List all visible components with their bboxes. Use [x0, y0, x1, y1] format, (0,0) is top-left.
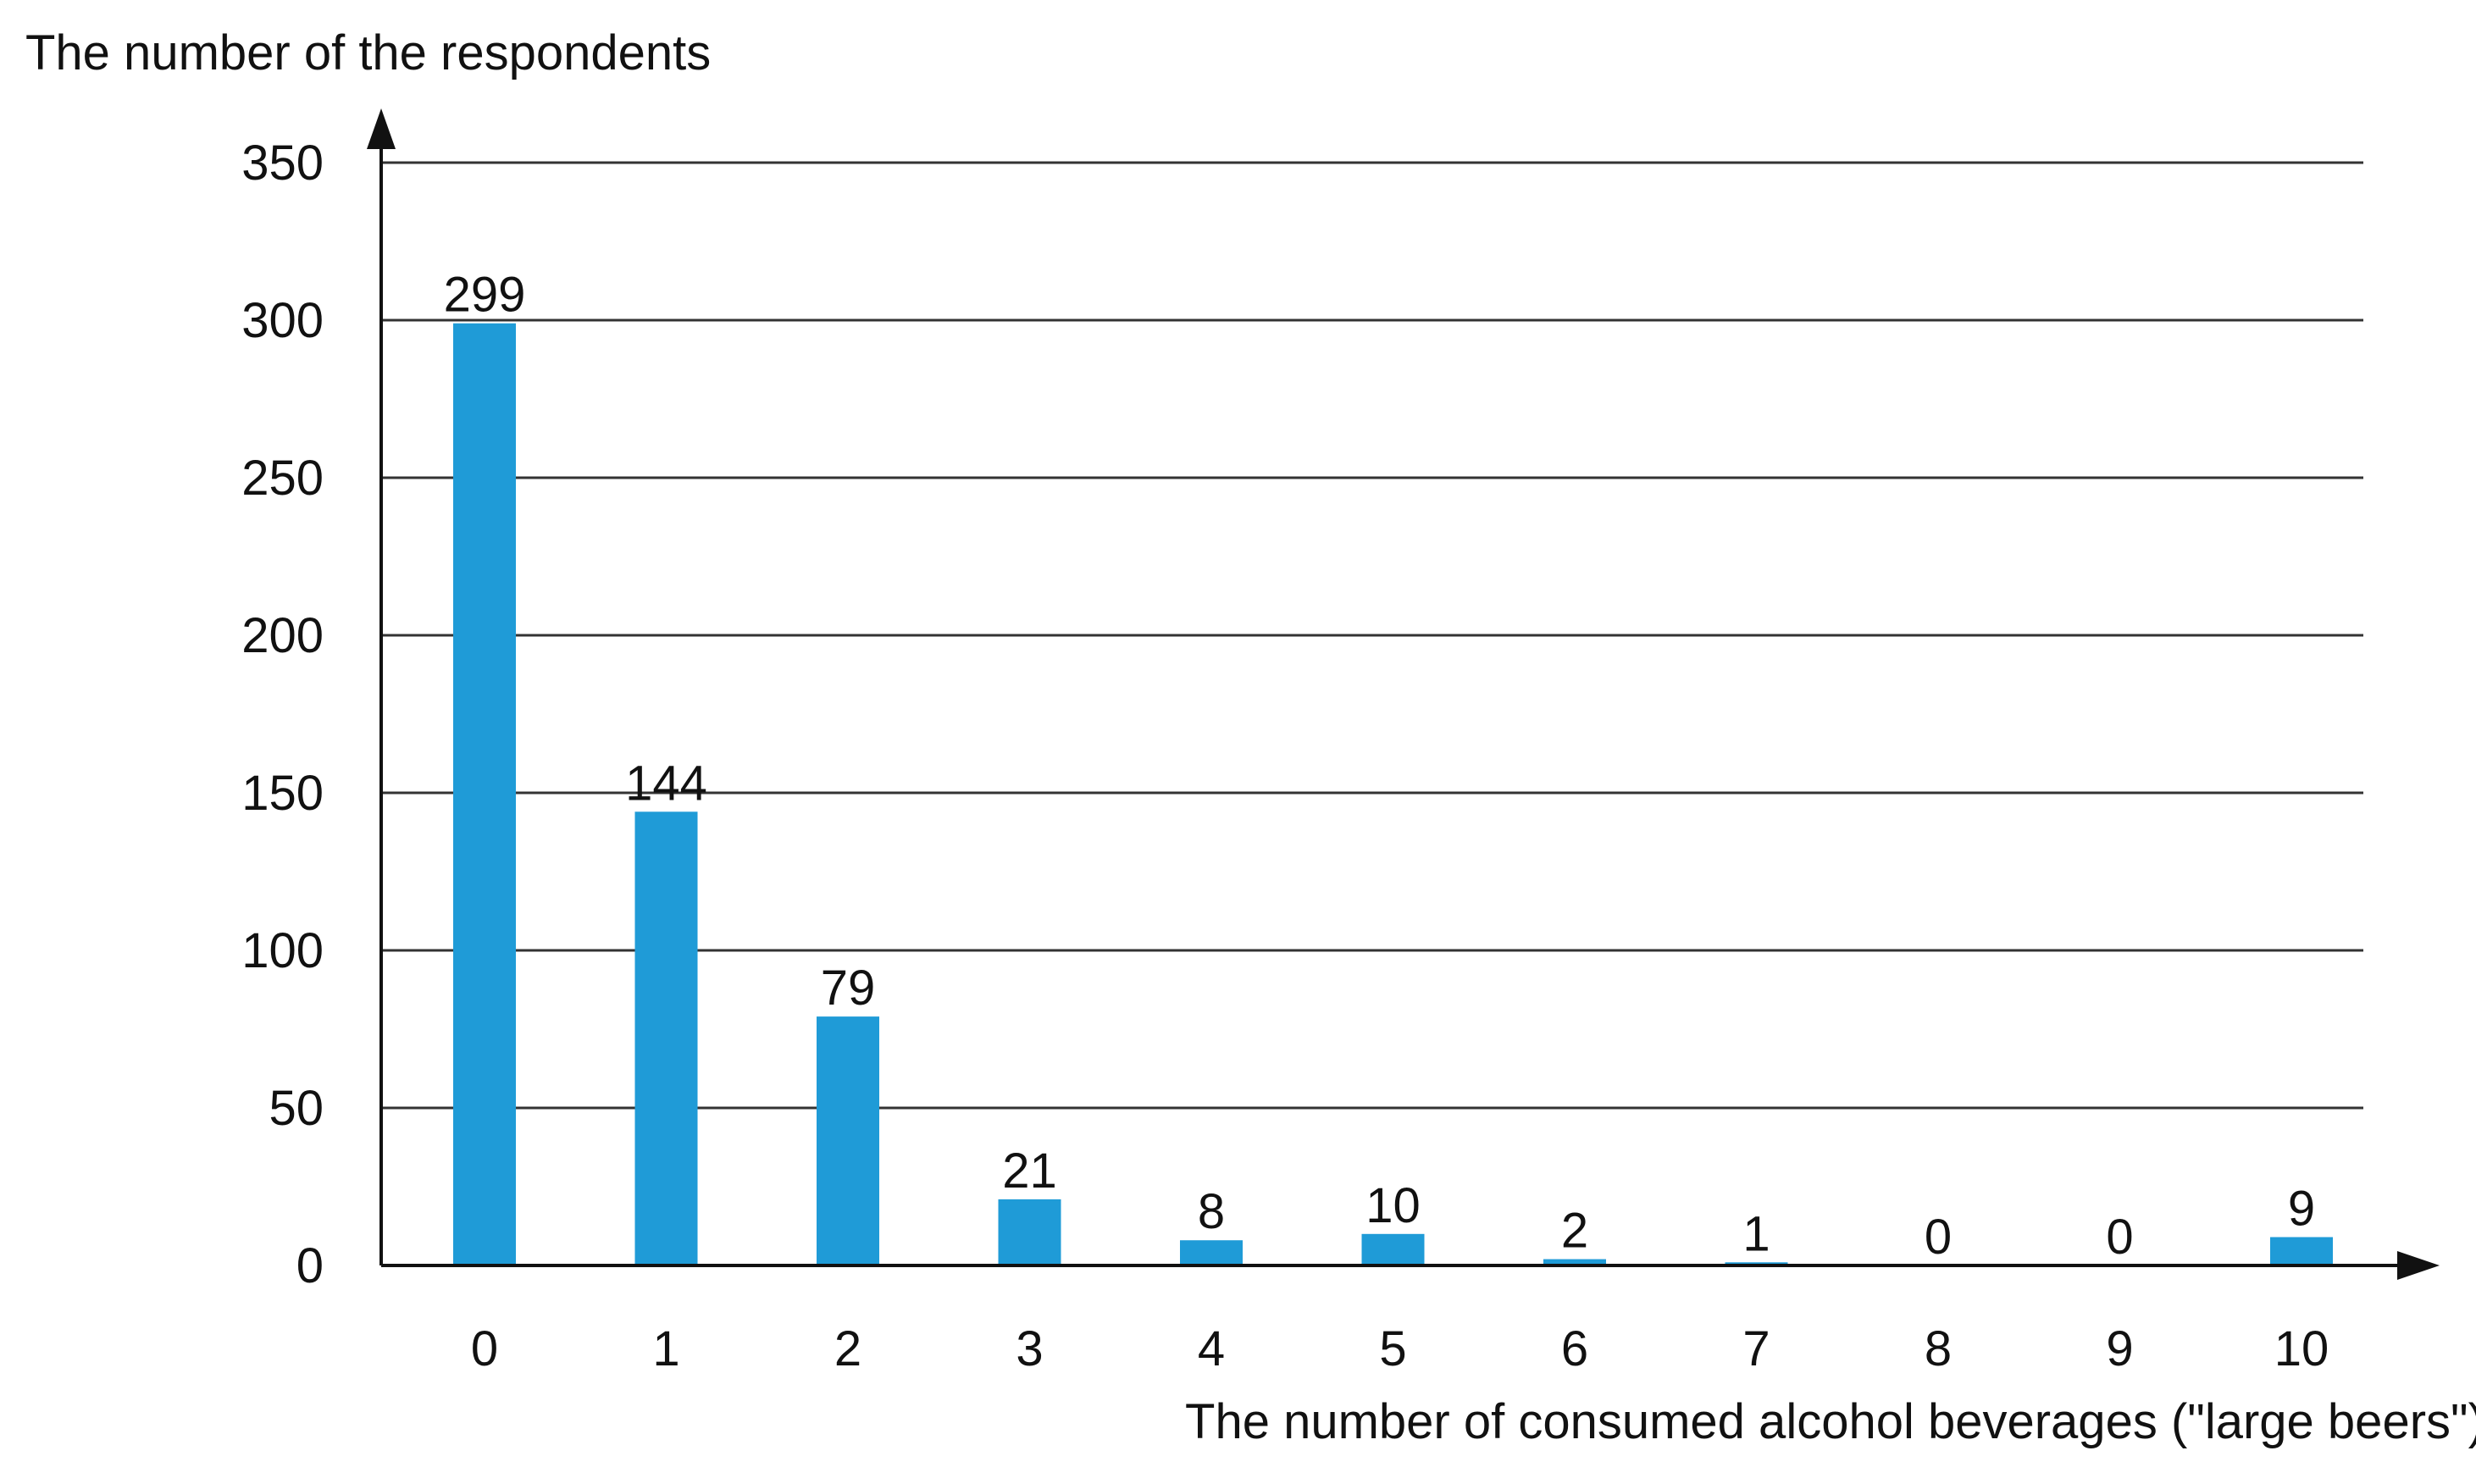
data-label: 0 [1925, 1210, 1952, 1265]
data-label: 2 [1561, 1204, 1588, 1259]
y-tick-label: 50 [269, 1081, 324, 1136]
x-tick-label: 3 [1016, 1321, 1043, 1376]
data-label: 0 [2106, 1210, 2133, 1265]
data-label: 8 [1198, 1184, 1225, 1239]
x-tick-label: 5 [1379, 1321, 1406, 1376]
data-label: 1 [1742, 1206, 1770, 1261]
x-tick-label: 4 [1198, 1321, 1225, 1376]
data-label: 299 [444, 268, 526, 323]
y-tick-label: 300 [241, 293, 324, 348]
y-tick-label: 250 [241, 451, 324, 506]
data-label: 79 [821, 961, 876, 1016]
y-tick-label: 150 [241, 766, 324, 821]
bar [1361, 1233, 1425, 1265]
data-label: 21 [1002, 1143, 1057, 1199]
bar [2270, 1237, 2333, 1265]
bars [453, 323, 2333, 1266]
gridlines [381, 161, 2363, 1110]
bar [1543, 1259, 1606, 1265]
y-tick-label: 100 [241, 923, 324, 978]
y-tick-label: 0 [296, 1238, 324, 1293]
axes [367, 108, 2440, 1280]
labels: 0501001502002503003502990144179221384105… [241, 136, 2329, 1376]
bar [634, 811, 698, 1265]
x-tick-label: 10 [2274, 1321, 2329, 1376]
data-label: 9 [2288, 1182, 2315, 1237]
y-tick-label: 200 [241, 608, 324, 663]
data-label: 144 [625, 756, 707, 811]
bar [817, 1016, 879, 1265]
y-tick-label: 350 [241, 136, 324, 191]
bar [998, 1199, 1061, 1265]
bar [1180, 1240, 1243, 1265]
x-tick-label: 0 [471, 1321, 498, 1376]
x-axis-arrow [2397, 1251, 2440, 1280]
x-tick-label: 9 [2106, 1321, 2133, 1376]
y-axis-arrow [367, 108, 396, 149]
data-label: 10 [1365, 1178, 1421, 1233]
x-tick-label: 8 [1925, 1321, 1952, 1376]
x-tick-label: 2 [834, 1321, 861, 1376]
x-tick-label: 7 [1742, 1321, 1770, 1376]
x-tick-label: 1 [652, 1321, 679, 1376]
bar [453, 323, 516, 1266]
x-axis-title: The number of consumed alcohol beverages… [1185, 1394, 2476, 1449]
x-tick-label: 6 [1561, 1321, 1588, 1376]
y-axis-title: The number of the respondents [25, 25, 711, 80]
